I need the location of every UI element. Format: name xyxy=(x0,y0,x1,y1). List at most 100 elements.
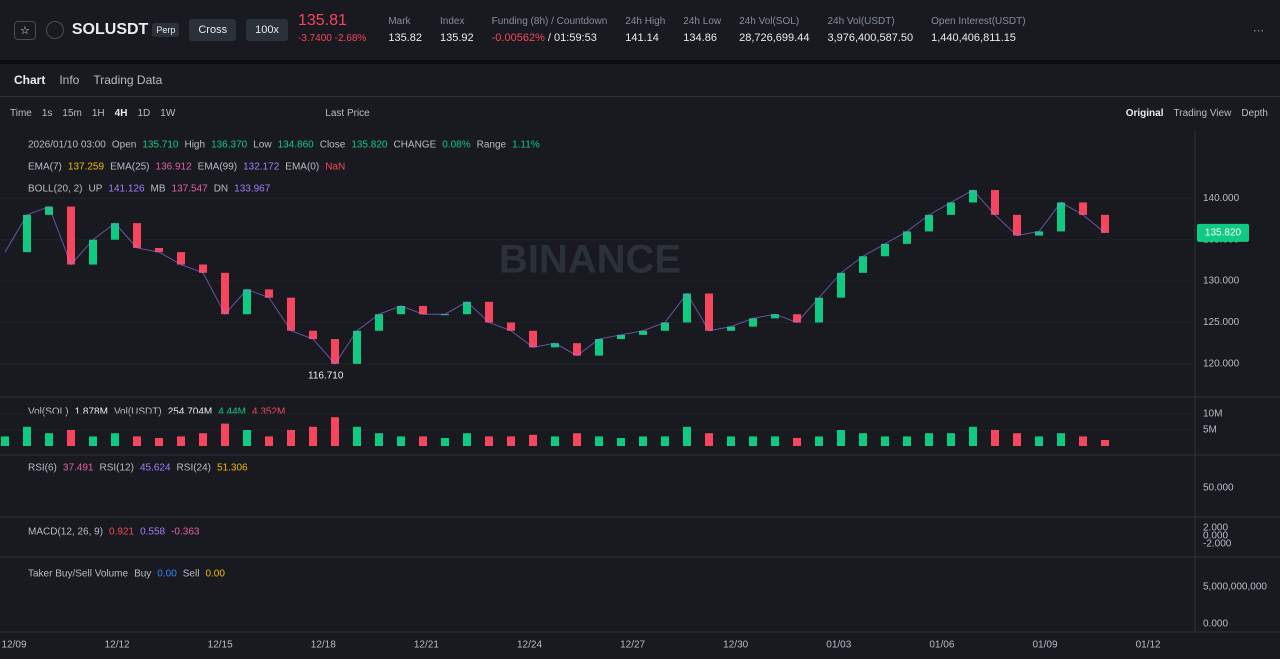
y-tick-label: 140.000 xyxy=(1203,193,1240,204)
x-tick-label: 01/12 xyxy=(1136,640,1161,651)
interval[interactable]: 1W xyxy=(160,108,176,119)
volume-bar xyxy=(925,433,933,446)
tabs: Chart Info Trading Data xyxy=(0,64,1280,97)
symbol[interactable]: SOLUSDT xyxy=(71,21,149,38)
legend-label: Taker Buy/Sell Volume xyxy=(28,569,128,580)
candle xyxy=(815,297,823,323)
tab[interactable]: Info xyxy=(59,73,80,87)
volume-bar xyxy=(991,430,999,446)
volume-bar xyxy=(859,433,867,446)
volume-bar xyxy=(155,438,163,446)
volume-bar xyxy=(573,433,581,446)
y-tick-label: -2.000 xyxy=(1203,539,1232,550)
toolbar: Time 1s 15m 1H 4H 1D 1W Last Price Original Tradi… xyxy=(0,97,1280,130)
current-price-box xyxy=(1197,223,1249,242)
price-type[interactable]: Last Price xyxy=(325,108,370,119)
interval[interactable]: 4H xyxy=(114,108,128,119)
price-box: 135.81 -3.7400 -2.68% xyxy=(298,12,366,48)
legend-value: 37.491 xyxy=(63,463,94,474)
more[interactable]: ⋯ xyxy=(1253,24,1264,37)
candle xyxy=(89,239,97,265)
coin-icon xyxy=(45,21,64,39)
legend-value: 136.370 xyxy=(211,140,248,151)
volume-bar xyxy=(507,436,515,446)
legend-value: 1.878M xyxy=(75,407,108,418)
tab[interactable]: Trading Data xyxy=(93,73,163,87)
candle xyxy=(1057,202,1065,232)
legend-value: 134.860 xyxy=(278,140,315,151)
volume-bar xyxy=(815,436,823,446)
view[interactable]: Original xyxy=(1125,108,1164,119)
volume-bar xyxy=(353,426,361,446)
stats: Mark 135.82 Index 135.92 Funding (8h) / Coun… xyxy=(388,13,1043,47)
close-line xyxy=(4,189,1106,365)
volume-bar xyxy=(1035,436,1043,446)
view[interactable]: Depth xyxy=(1241,108,1268,119)
stat-value: 135.92 xyxy=(439,32,474,44)
legend-value: 0.921 xyxy=(109,527,134,538)
interval[interactable]: 1s xyxy=(41,108,53,119)
x-tick-label: 12/15 xyxy=(208,640,233,651)
candle xyxy=(67,206,75,265)
volume-bar xyxy=(375,433,383,446)
legend-label: RSI(6) xyxy=(28,463,57,474)
legend-value: -0.363 xyxy=(171,527,200,538)
header: ☆ SOLUSDT Perp Cross 100x 135.81 -3.7400… xyxy=(0,0,1280,60)
candle xyxy=(749,318,757,327)
interval[interactable]: 15m xyxy=(62,108,82,119)
legend-value: NaN xyxy=(325,162,345,173)
legend-value: 137.547 xyxy=(172,184,209,195)
margin[interactable]: Cross xyxy=(189,19,237,41)
legend-label: MACD(12, 26, 9) xyxy=(28,527,103,538)
legend-value: 45.624 xyxy=(140,463,171,474)
legend-value: 51.306 xyxy=(217,463,248,474)
legend-label: DN xyxy=(214,184,228,195)
volume-bar xyxy=(1,436,9,446)
candle xyxy=(925,214,933,232)
stat-value: 134.86 xyxy=(683,32,717,44)
volume-bar xyxy=(199,433,207,446)
volume-bar xyxy=(287,430,295,446)
interval[interactable]: 1D xyxy=(137,108,151,119)
candle xyxy=(45,206,53,215)
stat-value: -0.00562% / 01:59:53 xyxy=(492,30,608,47)
volume-bar xyxy=(551,436,559,446)
tab[interactable]: Chart xyxy=(14,73,46,87)
y-tick-label: 125.000 xyxy=(1203,317,1240,328)
legend-value: 4.352M xyxy=(252,407,285,418)
view[interactable]: Trading View xyxy=(1173,108,1232,119)
volume-bar xyxy=(639,436,647,446)
candle xyxy=(221,272,229,315)
favorite[interactable]: ☆ xyxy=(14,20,36,40)
change: -3.7400 xyxy=(297,33,332,44)
volume-bar xyxy=(617,438,625,446)
candle xyxy=(617,334,625,340)
legend-value: 254.704M xyxy=(168,407,212,418)
volume-bar xyxy=(45,433,53,446)
stat-value: 1,440,406,811.15 xyxy=(931,30,1025,47)
candle xyxy=(199,264,207,273)
candle xyxy=(595,339,603,356)
volume-bar xyxy=(419,436,427,446)
interval[interactable]: 1H xyxy=(91,108,105,119)
volume-bar xyxy=(111,433,119,446)
candle xyxy=(683,293,691,323)
legend-value: 0.00 xyxy=(205,569,225,580)
leverage[interactable]: 100x xyxy=(246,19,288,41)
stat-value: 134.86 xyxy=(683,30,721,47)
interval[interactable]: Time xyxy=(10,108,32,119)
candle xyxy=(419,305,427,315)
legend-value: 136.912 xyxy=(156,162,193,173)
candle xyxy=(969,190,977,203)
legend-label: Sell xyxy=(183,569,200,580)
stat: 24h Vol(USDT) 3,976,400,587.50 xyxy=(827,13,913,47)
legend-value: 0.08% xyxy=(442,140,470,151)
stat-value: 3,976,400,587.50 xyxy=(827,30,913,47)
volume-bar xyxy=(23,426,31,446)
legend-label: Open xyxy=(112,140,136,151)
candle xyxy=(507,322,515,331)
legend-value: 1.11% xyxy=(512,140,540,151)
volume-bar xyxy=(89,436,97,446)
volume-bar xyxy=(1013,433,1021,446)
